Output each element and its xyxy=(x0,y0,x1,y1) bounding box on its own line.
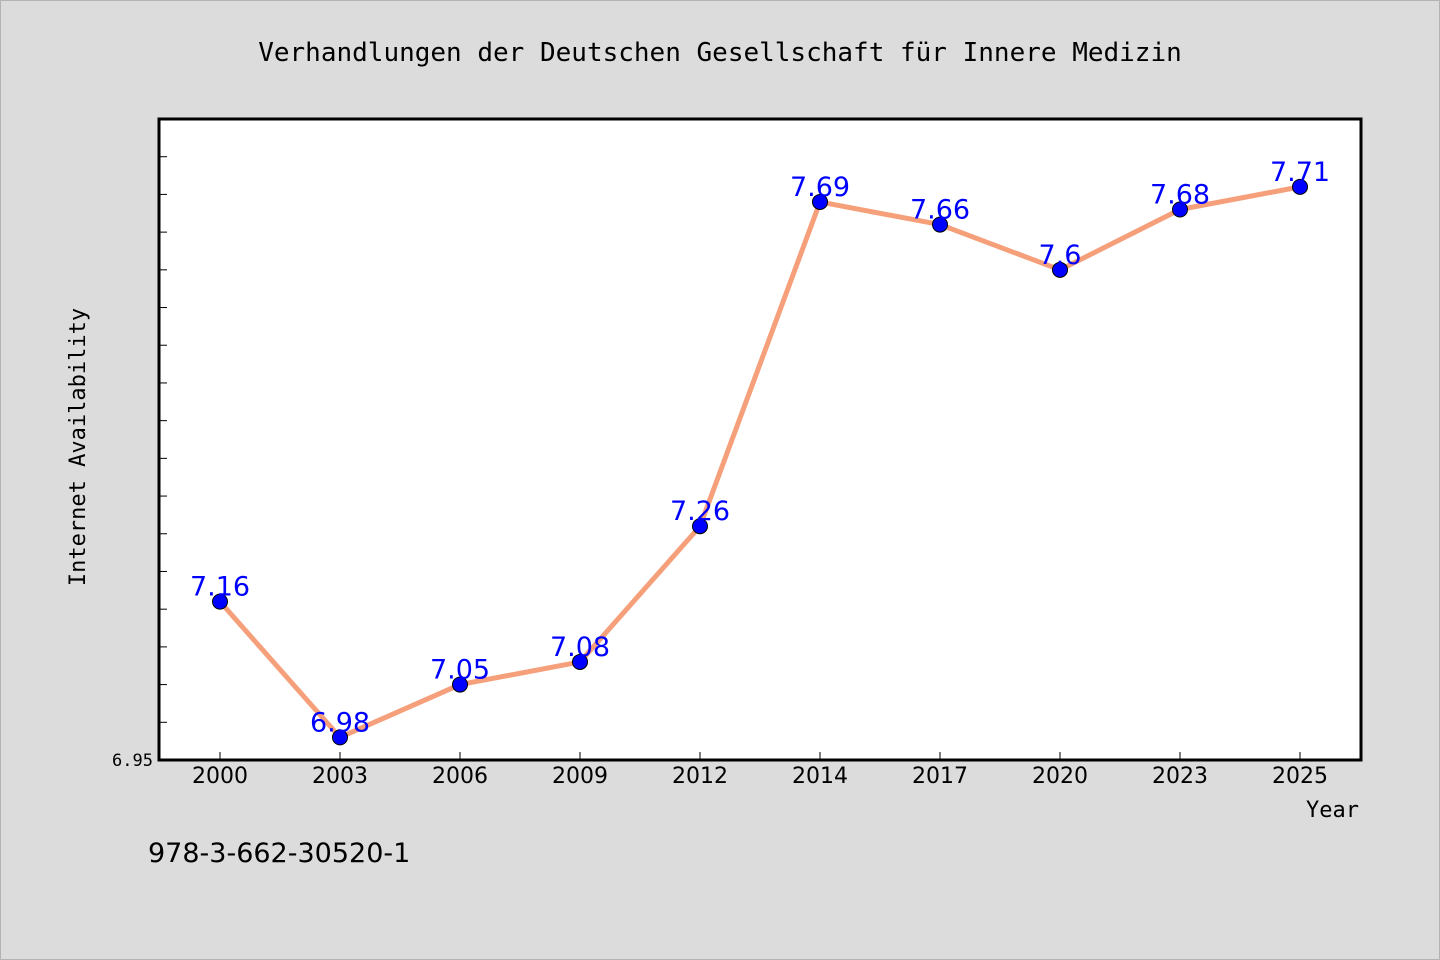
isbn-footnote: 978-3-662-30520-1 xyxy=(148,838,410,869)
y-axis-ticks: 6.95 xyxy=(112,118,167,771)
x-axis-ticks: 2000 2003 2006 2009 2012 2014 2017 2020 2023 2025 xyxy=(192,752,1328,789)
data-label: 7.05 xyxy=(430,655,490,686)
x-tick-label: 2000 xyxy=(192,764,248,789)
y-tick-label: 6.95 xyxy=(112,751,153,771)
data-label: 7.08 xyxy=(550,632,610,663)
x-tick-label: 2012 xyxy=(672,764,728,789)
data-label: 6.98 xyxy=(310,707,370,738)
x-tick-label: 2014 xyxy=(792,764,848,789)
series-line xyxy=(217,184,1303,740)
x-tick-label: 2025 xyxy=(1272,764,1328,789)
y-axis-label: Internet Availability xyxy=(66,308,91,586)
x-tick-label: 2023 xyxy=(1152,764,1208,789)
data-point xyxy=(572,653,588,670)
x-tick-label: 2006 xyxy=(432,764,488,789)
plot-area xyxy=(157,117,1363,762)
data-point xyxy=(212,593,228,610)
data-point xyxy=(1052,261,1068,278)
x-axis-label: Year xyxy=(1306,798,1359,823)
x-tick-label: 2017 xyxy=(912,764,968,789)
chart-title: Verhandlungen der Deutschen Gesellschaft… xyxy=(258,38,1182,68)
data-label: 7.68 xyxy=(1150,179,1210,210)
data-label: 7.26 xyxy=(670,496,730,527)
x-tick-label: 2009 xyxy=(552,764,608,789)
data-label: 7.71 xyxy=(1270,157,1330,188)
data-label: 7.6 xyxy=(1039,240,1082,271)
x-tick-label: 2020 xyxy=(1032,764,1088,789)
data-point xyxy=(332,729,348,746)
data-label: 7.16 xyxy=(190,572,250,603)
data-point xyxy=(452,676,468,693)
data-point xyxy=(1172,201,1188,218)
data-point xyxy=(692,518,708,535)
data-point xyxy=(932,216,948,233)
data-point xyxy=(1292,178,1308,195)
data-label: 7.69 xyxy=(790,172,850,203)
data-label: 7.66 xyxy=(910,195,970,226)
data-point xyxy=(812,193,828,210)
series-layer: 7.16 6.98 7.05 7.08 7.26 7.69 7.66 7.6 7.68 7.71 xyxy=(190,157,1330,746)
x-tick-label: 2003 xyxy=(312,764,368,789)
